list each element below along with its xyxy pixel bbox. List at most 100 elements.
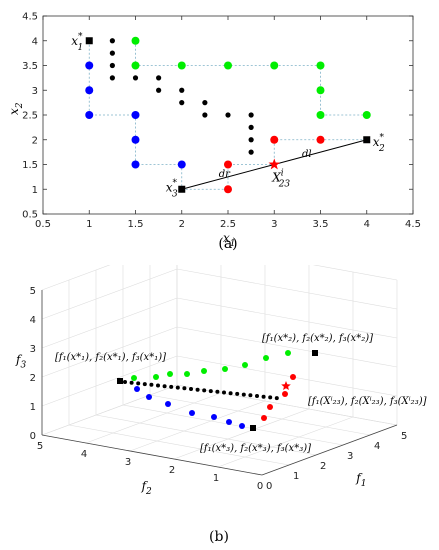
- point-red: [282, 391, 288, 397]
- segment-label-dr: dr: [219, 169, 231, 180]
- grid-floor-a: [68, 424, 290, 466]
- point-green: [270, 61, 279, 70]
- endpoint-label-2: x* 2: [373, 133, 385, 154]
- point-red: [224, 160, 232, 169]
- point-green: [224, 61, 232, 70]
- point-black: [268, 395, 273, 400]
- point-blue: [226, 419, 232, 425]
- annotation-X23: [f₁(Xⁱ₂₃), f₂(Xⁱ₂₃), f₃(Xⁱ₂₃)]: [308, 396, 427, 407]
- y-tick-label: 0.5: [22, 210, 38, 221]
- grid-back-h: [41, 355, 178, 407]
- point-blue: [85, 111, 94, 119]
- star-label: Xi 23: [271, 169, 290, 190]
- point-black: [208, 389, 213, 394]
- point-blue: [85, 86, 94, 95]
- point-black: [215, 389, 220, 394]
- grid-floor-a: [176, 384, 398, 426]
- point-black: [175, 385, 180, 390]
- point-black: [189, 387, 193, 391]
- point-blue: [177, 160, 186, 169]
- point-black: [202, 388, 207, 393]
- point-green: [316, 61, 325, 70]
- axis-f1: [261, 424, 398, 476]
- point-blue: [85, 61, 94, 70]
- f1-tick-label: 1: [293, 471, 299, 482]
- y-tick-label: 1: [32, 185, 38, 196]
- point-blue: [146, 394, 152, 400]
- grid-side-h: [312, 265, 398, 281]
- endpoint-square-1: [85, 37, 93, 45]
- point-black: [162, 384, 167, 389]
- grid-floor-b: [217, 416, 354, 468]
- annotation-x2: [f₁(x*₂), f₂(x*₂), f₃(x*₂)]: [262, 333, 373, 344]
- point-black: [248, 149, 254, 155]
- grid-side-h: [176, 326, 398, 368]
- point-black: [241, 392, 246, 397]
- point-green: [167, 371, 173, 377]
- y-tick-label: 3.5: [22, 61, 38, 72]
- point-green: [131, 61, 140, 70]
- point-red: [261, 415, 267, 421]
- point-black: [156, 383, 160, 388]
- endpoint-square-2: [363, 136, 371, 144]
- segment-label-dl: dl: [302, 149, 312, 160]
- point-red: [267, 404, 273, 410]
- f2-tick-label: 2: [169, 465, 175, 476]
- point-black: [169, 384, 174, 389]
- f2-tick-label: 5: [37, 441, 43, 452]
- grid-floor-a: [149, 394, 371, 436]
- point-green: [316, 111, 325, 119]
- segment-dl: [274, 139, 367, 165]
- point-black: [109, 50, 115, 56]
- point-green: [362, 111, 371, 119]
- x-tick-label: 3: [271, 219, 277, 230]
- point-black: [132, 75, 139, 81]
- annotation-x1: [f₁(x*₁), f₂(x*₁), f₃(x*₁)]: [55, 352, 166, 363]
- y-tick-label: 2: [32, 135, 38, 146]
- point-black: [248, 124, 254, 130]
- f3-axis-label: f3: [15, 353, 26, 371]
- point-blue: [165, 401, 171, 407]
- point-red: [316, 135, 325, 144]
- annotation-x3: [f₁(x*₃), f₂(x*₃), f₃(x*₃)]: [200, 443, 311, 454]
- point-blue: [211, 414, 217, 420]
- point-black: [179, 100, 185, 106]
- point-black: [235, 391, 240, 396]
- f1-tick-label: 5: [401, 431, 407, 442]
- x-tick-label: 1.5: [128, 219, 144, 230]
- y-tick-label: 1.5: [22, 160, 38, 171]
- endpoint-square-1: [117, 378, 123, 384]
- grid-floor-a: [95, 414, 317, 456]
- f2-tick-label: 4: [81, 449, 87, 460]
- point-black: [109, 62, 115, 69]
- point-black: [248, 137, 254, 143]
- point-black: [225, 112, 231, 118]
- y-tick-label: 4.5: [22, 12, 38, 23]
- point-black: [274, 396, 279, 401]
- f3-tick-label: 3: [30, 344, 36, 355]
- f3-tick-label: 1: [30, 402, 36, 413]
- grid-floor-b: [173, 408, 310, 460]
- point-blue: [239, 423, 245, 429]
- y-tick-label: 3: [32, 86, 38, 97]
- f3-tick-label: 4: [30, 315, 36, 326]
- y-tick-label: 2.5: [22, 111, 38, 122]
- x-axis-label: x1: [223, 231, 236, 249]
- panel-label-b: (b): [209, 529, 229, 545]
- point-black: [228, 391, 233, 396]
- point-black: [142, 382, 147, 387]
- point-black: [149, 382, 154, 387]
- star-marker: [268, 158, 280, 170]
- point-red: [224, 185, 232, 194]
- f2-tick-label: 3: [125, 457, 131, 468]
- x-tick-label: 4.5: [405, 219, 421, 230]
- endpoint-square-3: [178, 185, 186, 193]
- point-black: [123, 380, 127, 384]
- f1-tick-label: 0: [266, 481, 272, 492]
- point-black: [156, 75, 162, 81]
- endpoint-label-1: x* 1: [71, 32, 83, 53]
- point-black: [202, 100, 208, 106]
- point-black: [109, 38, 115, 44]
- endpoint-label-3: x* 3: [166, 178, 178, 199]
